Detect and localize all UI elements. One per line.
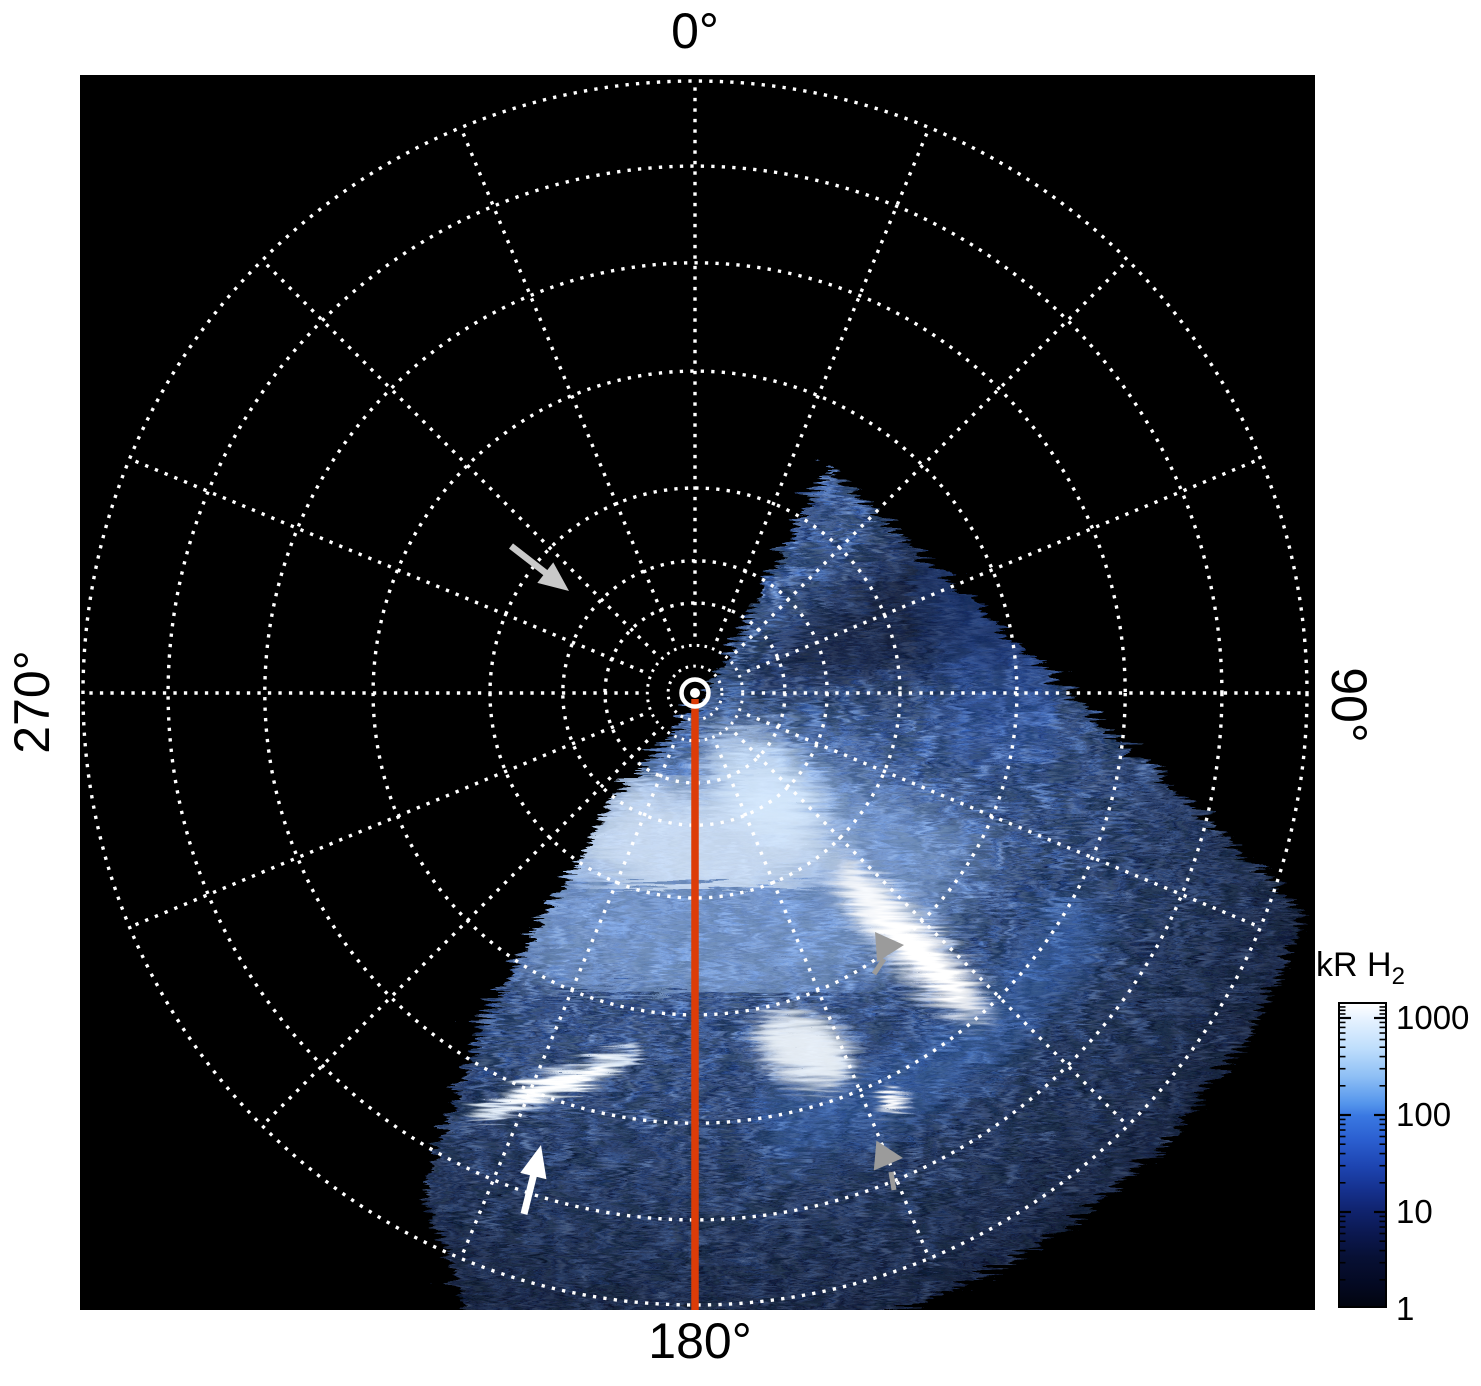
grid-radial-line	[261, 731, 657, 1127]
pole-marker-ring	[679, 677, 711, 709]
compact-bright-spot	[875, 1084, 897, 1106]
colorbar-ticks	[1340, 1006, 1385, 1281]
angle-label-0: 0°	[671, 3, 719, 59]
grid-radial-line	[733, 731, 1129, 1127]
pointer-arrowhead-lower	[873, 1140, 903, 1171]
colorbar-tick-label: 10	[1396, 1193, 1433, 1230]
grid-radial-line	[733, 259, 1129, 655]
pointer-arrowhead-upper	[875, 931, 904, 962]
near-pole-bright-patch	[696, 718, 816, 832]
pole-marker-dot	[690, 688, 700, 698]
colorbar-title: kR H2	[1316, 946, 1405, 990]
pointer-arrow-lower-left	[520, 1145, 547, 1180]
angle-label-90: 90°	[1321, 667, 1377, 743]
bright-blob	[748, 1005, 848, 1081]
meridian-line-layer	[679, 677, 711, 1310]
grid-radial-line	[714, 126, 931, 642]
secondary-dim-arc	[749, 880, 1110, 1159]
grid-circle	[263, 261, 1127, 1125]
grid-radial-line	[459, 744, 676, 1260]
pointer-arrowhead-upper-tail	[871, 957, 887, 976]
grid-radial-line	[459, 126, 676, 642]
pointer-arrow-upper-left	[537, 562, 569, 591]
grid-radial-line	[746, 712, 1262, 929]
colorbar-title-subscript: 2	[1391, 962, 1405, 990]
grid-radial-line	[746, 457, 1262, 674]
bright-spur-core	[870, 904, 954, 990]
colorbar	[1338, 1002, 1387, 1308]
grid-radial-line	[261, 259, 657, 655]
grid-circle	[645, 643, 745, 743]
grid-radial-line	[128, 712, 644, 929]
grid-radial-line	[128, 457, 644, 674]
polar-plot-canvas	[81, 79, 1309, 1310]
colorbar-tick-label: 100	[1396, 1096, 1452, 1133]
pointer-arrow-upper-left-shaft	[509, 543, 554, 580]
angle-label-180: 180°	[648, 1313, 752, 1369]
angle-label-270: 270°	[4, 650, 60, 754]
colorbar-tick-label: 1000	[1396, 999, 1470, 1036]
colorbar-tick-label: 1	[1396, 1290, 1415, 1327]
grid-circle	[666, 664, 724, 722]
grid-circle	[81, 79, 1309, 1307]
grid-radial-line	[714, 744, 931, 1260]
annotation-layer	[509, 543, 904, 1215]
upper-right-glow	[890, 474, 1075, 760]
pointer-arrowhead-lower-tail	[888, 1171, 897, 1191]
grid-circle	[166, 164, 1224, 1222]
polar-projection-plot	[80, 75, 1315, 1310]
